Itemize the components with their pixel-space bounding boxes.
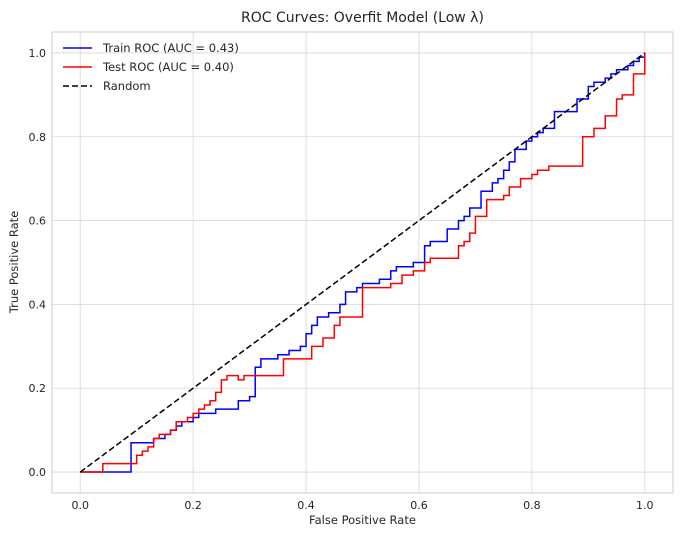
x-tick-label: 0.4 bbox=[297, 499, 315, 512]
x-tick-label: 0.0 bbox=[71, 499, 89, 512]
y-tick-label: 0.2 bbox=[29, 382, 47, 395]
legend-label: Test ROC (AUC = 0.40) bbox=[102, 60, 234, 74]
x-tick-label: 0.2 bbox=[184, 499, 202, 512]
plot-frame bbox=[51, 31, 674, 494]
series-line-train bbox=[80, 52, 646, 473]
legend: Train ROC (AUC = 0.43) Test ROC (AUC = 0.… bbox=[63, 41, 239, 93]
x-tick-label: 1.0 bbox=[636, 499, 654, 512]
series-line-random bbox=[79, 52, 646, 473]
series-line-test bbox=[80, 52, 646, 473]
x-tick-labels: 0.0 0.2 0.4 0.6 0.8 1.0 bbox=[71, 499, 653, 512]
legend-label: Random bbox=[103, 79, 151, 93]
x-axis-label: False Positive Rate bbox=[309, 513, 416, 527]
y-tick-label: 0.4 bbox=[29, 298, 47, 311]
x-tick-label: 0.6 bbox=[410, 499, 428, 512]
y-tick-label: 1.0 bbox=[29, 47, 47, 60]
grid-lines bbox=[52, 32, 673, 493]
y-tick-label: 0.6 bbox=[29, 215, 47, 228]
y-tick-label: 0.0 bbox=[29, 466, 47, 479]
y-axis-label: True Positive Rate bbox=[7, 211, 21, 314]
series-lines bbox=[79, 52, 646, 473]
chart-title: ROC Curves: Overfit Model (Low λ) bbox=[241, 10, 484, 26]
y-tick-label: 0.8 bbox=[29, 131, 47, 144]
y-tick-labels: 0.0 0.2 0.4 0.6 0.8 1.0 bbox=[29, 47, 47, 479]
legend-label: Train ROC (AUC = 0.43) bbox=[102, 41, 239, 55]
x-tick-label: 0.8 bbox=[523, 499, 541, 512]
